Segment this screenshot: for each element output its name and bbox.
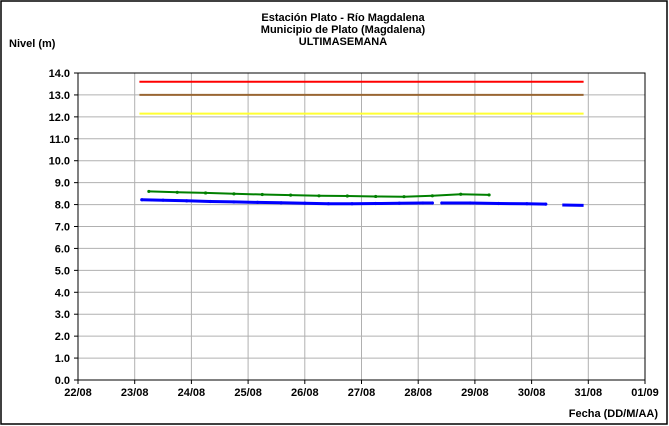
y-tick-label: 3.0 <box>55 309 70 321</box>
y-tick-label: 6.0 <box>55 243 70 255</box>
data-point <box>544 202 548 206</box>
y-tick-label: 10.0 <box>49 156 70 168</box>
data-point <box>326 202 331 206</box>
data-point <box>303 201 307 205</box>
data-point <box>232 200 236 204</box>
data-point <box>430 194 434 198</box>
y-tick-label: 11.0 <box>49 134 70 146</box>
x-axis-ticks: 22/08 23/08 24/08 25/08 26/08 27/08 28/08 29/08… <box>64 380 659 399</box>
data-point <box>374 194 378 199</box>
data-point <box>140 198 144 202</box>
y-tick-label: 8.0 <box>55 200 70 212</box>
data-point <box>161 198 165 202</box>
y-tick-label: 14.0 <box>49 68 70 80</box>
y-tick-label: 2.0 <box>55 331 70 343</box>
chart-title-line-3: ULTIMASEMANA <box>299 36 387 48</box>
data-point <box>374 201 378 206</box>
x-tick-label: 26/08 <box>291 387 319 399</box>
series-line-5 <box>441 201 546 206</box>
y-tick-label: 9.0 <box>55 178 70 190</box>
data-point <box>430 201 434 205</box>
data-point <box>397 201 401 205</box>
data-point <box>350 202 354 206</box>
y-axis-label: Nivel (m) <box>9 38 56 50</box>
y-tick-label: 4.0 <box>55 287 70 299</box>
data-point <box>468 201 472 205</box>
x-tick-label: 27/08 <box>348 387 376 399</box>
data-point <box>317 194 321 198</box>
x-tick-label: 30/08 <box>518 387 546 399</box>
x-tick-label: 29/08 <box>461 387 489 399</box>
y-axis-ticks: 0.0 1.0 2.0 3.0 4.0 5.0 6.0 7.0 8.0 9.0 10.0 11.0 12… <box>49 68 78 387</box>
data-point <box>185 199 189 203</box>
y-tick-label: 12.0 <box>49 112 70 124</box>
series-layer <box>139 80 584 207</box>
y-tick-label: 7.0 <box>55 222 70 234</box>
data-point <box>255 200 260 204</box>
y-tick-label: 1.0 <box>55 353 70 365</box>
data-point <box>487 193 491 197</box>
data-point <box>208 199 212 204</box>
chart-title-line-2: Municipio de Plato (Magdalena) <box>261 24 426 36</box>
x-tick-label: 24/08 <box>178 387 206 399</box>
data-point <box>459 192 463 196</box>
data-point <box>525 202 529 206</box>
x-tick-label: 28/08 <box>404 387 432 399</box>
data-point <box>440 201 444 205</box>
y-tick-label: 13.0 <box>49 90 70 102</box>
x-tick-label: 23/08 <box>121 387 149 399</box>
x-tick-label: 01/09 <box>631 387 659 399</box>
x-axis-label: Fecha (DD/M/AA) <box>569 408 659 420</box>
chart-title-line-1: Estación Plato - Río Magdalena <box>261 12 425 24</box>
x-tick-label: 22/08 <box>64 387 92 399</box>
data-point <box>260 192 264 197</box>
data-point <box>232 192 236 196</box>
data-point <box>402 195 406 199</box>
data-point <box>175 190 179 194</box>
data-point <box>496 201 501 206</box>
data-point <box>279 201 283 205</box>
data-point <box>289 193 293 197</box>
series-line-4 <box>141 198 433 206</box>
data-point <box>345 194 349 198</box>
x-tick-label: 25/08 <box>234 387 262 399</box>
x-tick-label: 31/08 <box>575 387 603 399</box>
data-point <box>203 191 208 195</box>
data-point <box>421 201 425 205</box>
y-tick-label: 0.0 <box>55 375 70 387</box>
y-tick-label: 5.0 <box>55 265 70 277</box>
data-point <box>147 189 151 194</box>
